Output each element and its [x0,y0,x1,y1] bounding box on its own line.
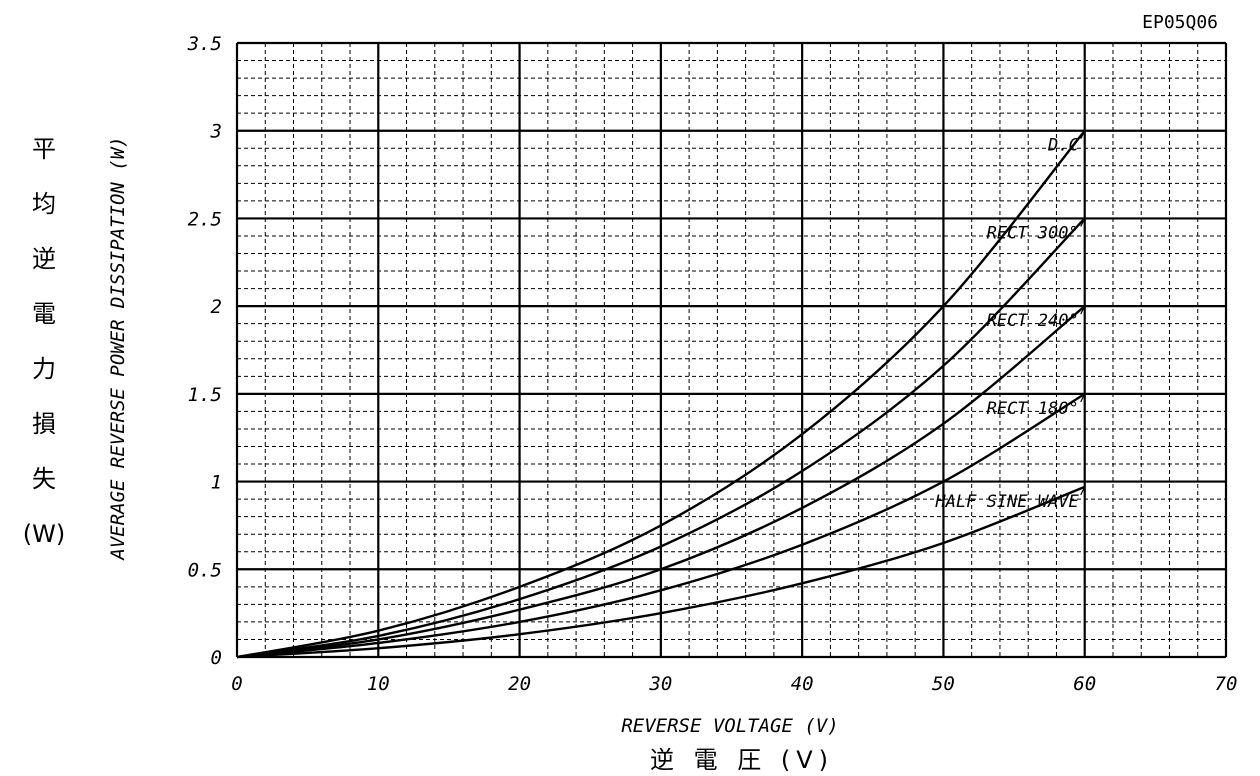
series-label-leader [1080,393,1086,403]
y-axis-label-jp-char: 力 [32,355,56,383]
series-label-leader [1080,486,1086,496]
y-axis-label: AVERAGE REVERSE POWER DISSIPATION (W) [107,136,129,560]
series-line [236,305,1086,659]
series-line [236,129,1086,659]
y-axis-label-jp-char: (W) [23,520,65,548]
x-axis-label: REVERSE VOLTAGE (V) [621,715,838,737]
y-tick-label: 3.5 [187,33,222,55]
y-axis-label-jp-char: 逆 [32,245,56,273]
y-axis-label-jp-char: 失 [32,465,56,493]
series-label: D.C [1047,136,1079,156]
series-label-leader [1080,130,1086,139]
series-label-leader [1080,218,1086,227]
series-line [236,217,1086,659]
x-tick-labels: 0 10 20 30 40 50 60 70 [231,673,1237,695]
series-labels: D.C RECT 300° RECT 240° RECT 180° HALF SINE … [934,130,1086,512]
y-axis-label-jp-char: 損 [32,410,56,438]
y-tick-label: 2.5 [188,208,222,230]
x-tick-label: 60 [1073,673,1096,695]
y-tick-label: 0.5 [188,559,222,581]
y-tick-label: 3 [210,121,222,143]
series-label-leader [1080,305,1086,315]
x-tick-label: 10 [367,673,390,695]
series-line [236,392,1086,659]
x-tick-label: 40 [791,673,814,695]
y-tick-label: 1 [211,472,222,494]
x-axis-label-jp: 逆 電 圧 (V) [650,746,834,774]
x-tick-label: 70 [1215,673,1238,695]
series-label: RECT 240° [987,311,1079,331]
series-line [236,485,1086,659]
y-axis-label-jp-char: 平 [32,135,56,163]
x-tick-label: 30 [648,673,672,695]
y-axis-label-jp-char: 電 [32,300,56,328]
y-tick-label: 1.5 [188,384,222,406]
series-label: RECT 300° [987,223,1079,243]
major-grid [235,41,1228,659]
figure-code: EP05Q06 [1142,12,1218,33]
y-tick-label: 0 [211,647,222,669]
x-tick-label: 0 [231,673,242,695]
y-axis-label-jp-char: 均 [32,190,56,218]
series-label: RECT 180° [987,399,1079,419]
y-tick-labels: 0 0.5 1 1.5 2 2.5 3 3.5 [187,33,222,669]
series-label: HALF SINE WAVE [934,492,1079,512]
y-tick-label: 2 [211,296,222,318]
x-tick-label: 20 [508,673,531,695]
x-tick-label: 50 [932,673,955,695]
series-lines [236,129,1086,659]
